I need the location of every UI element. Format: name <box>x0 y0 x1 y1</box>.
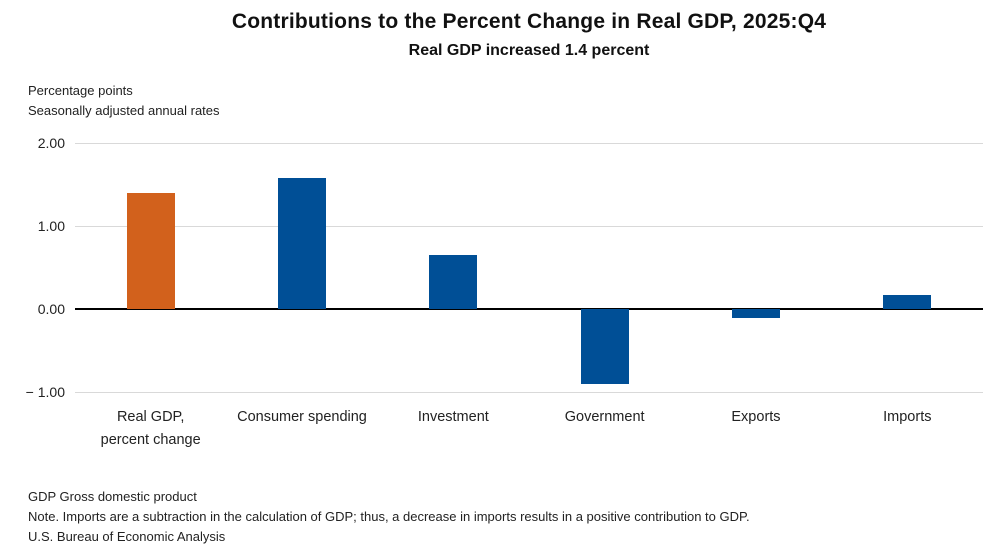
gridline-−1.00 <box>75 392 983 393</box>
footnote-imports-note: Note. Imports are a subtraction in the c… <box>28 509 750 524</box>
x-label-exports: Exports <box>680 406 831 452</box>
x-label-line: Investment <box>417 409 489 425</box>
gridline-1.00 <box>75 226 983 227</box>
bar-exports <box>732 309 780 319</box>
y-axis-tick-labels: 2.00 1.00 0.00 − 1.00 <box>0 135 65 400</box>
bar-government <box>580 309 629 384</box>
x-label-investment: Investment <box>378 406 529 452</box>
x-label-line: Imports <box>883 409 932 425</box>
x-label-line: percent change <box>100 432 201 448</box>
zero-axis-line <box>75 308 983 310</box>
x-label-imports: Imports <box>832 406 983 452</box>
y-tick-label: 1.00 <box>37 218 65 234</box>
y-tick-label: − 1.00 <box>25 384 65 400</box>
gridline-2.00 <box>75 143 983 144</box>
x-label-consumer-spending: Consumer spending <box>226 406 377 452</box>
x-label-line: Real GDP, <box>116 409 185 425</box>
units-line-percentage-points: Percentage points <box>28 83 133 98</box>
y-tick-label: 0.00 <box>37 301 65 317</box>
x-label-line: Consumer spending <box>237 409 367 425</box>
x-label-line: Government <box>564 409 645 425</box>
chart-subtitle: Real GDP increased 1.4 percent <box>408 42 650 59</box>
y-tick-label: 2.00 <box>37 135 65 151</box>
y-axis-units-label: Percentage points Seasonally adjusted an… <box>28 81 220 121</box>
x-axis-category-labels: Real GDP, percent change Consumer spending… <box>75 406 983 452</box>
bar-imports <box>883 294 932 309</box>
units-line-seasonally-adjusted: Seasonally adjusted annual rates <box>28 103 220 118</box>
bar-investment <box>429 255 478 309</box>
chart-title: Contributions to the Percent Change in R… <box>231 10 827 33</box>
plot-area <box>75 143 983 393</box>
footnotes: GDP Gross domestic product Note. Imports… <box>28 487 750 547</box>
footnote-gdp-definition: GDP Gross domestic product <box>28 489 197 504</box>
x-label-real-gdp-percent-change: Real GDP, percent change <box>75 406 226 452</box>
bar-real-gdp-percent-change <box>126 192 175 309</box>
x-label-line: Exports <box>731 409 781 425</box>
x-label-government: Government <box>529 406 680 452</box>
bar-consumer-spending <box>278 177 326 309</box>
footnote-source: U.S. Bureau of Economic Analysis <box>28 529 226 544</box>
